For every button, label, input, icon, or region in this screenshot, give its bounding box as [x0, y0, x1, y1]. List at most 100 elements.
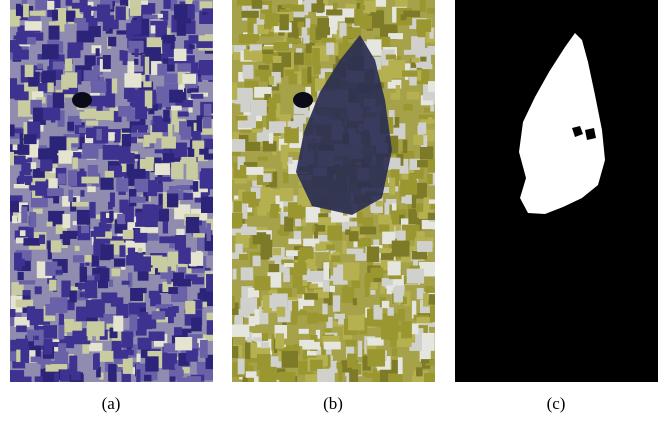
texture: [305, 374, 319, 390]
texture: [24, 134, 37, 144]
texture: [353, 298, 357, 305]
texture: [38, 83, 47, 91]
texture: [8, 201, 19, 213]
texture: [179, 121, 186, 135]
texture: [87, 186, 95, 192]
texture: [403, 140, 408, 153]
texture: [145, 91, 153, 109]
texture: [47, 188, 64, 196]
texture: [353, 241, 357, 247]
texture: [360, 227, 377, 235]
texture: [122, 281, 130, 285]
texture: [170, 370, 184, 377]
texture: [241, 227, 257, 235]
texture: [271, 204, 280, 212]
texture: [354, 9, 363, 26]
texture: [392, 241, 410, 257]
texture: [43, 339, 52, 355]
texture: [269, 264, 280, 272]
texture: [365, 287, 369, 297]
texture: [279, 372, 295, 385]
texture: [186, 349, 198, 362]
texture: [333, 295, 340, 311]
texture: [74, 18, 86, 24]
texture: [364, 0, 377, 12]
texture: [262, 50, 273, 54]
texture: [130, 0, 141, 16]
texture: [136, 369, 140, 383]
texture: [47, 83, 53, 93]
texture: [424, 373, 438, 386]
texture: [159, 236, 175, 243]
texture: [428, 213, 441, 221]
texture: [124, 73, 141, 87]
texture: [58, 41, 63, 53]
texture: [54, 352, 68, 366]
texture: [177, 279, 191, 287]
texture: [291, 124, 297, 129]
texture: [358, 341, 362, 357]
texture: [260, 234, 271, 244]
texture: [189, 35, 199, 43]
texture: [72, 202, 89, 207]
texture: [52, 10, 58, 21]
texture: [193, 233, 205, 237]
texture: [370, 290, 375, 295]
texture: [85, 280, 97, 298]
texture: [392, 203, 397, 210]
texture: [200, 1, 213, 9]
texture: [80, 292, 85, 297]
texture: [346, 340, 357, 347]
texture: [391, 93, 397, 100]
texture: [253, 337, 263, 341]
texture: [16, 339, 28, 350]
texture: [299, 247, 313, 259]
texture: [330, 286, 335, 292]
texture: [373, 368, 377, 379]
texture: [49, 26, 60, 40]
satellite-image-a: [6, 0, 225, 394]
texture: [143, 15, 158, 19]
texture: [42, 44, 59, 59]
texture: [114, 258, 125, 266]
texture: [246, 371, 257, 377]
texture: [114, 134, 121, 143]
texture: [388, 373, 403, 384]
texture: [80, 190, 84, 197]
texture: [302, 342, 320, 350]
texture: [123, 230, 134, 239]
texture: [108, 37, 116, 46]
texture: [348, 315, 364, 330]
texture: [53, 61, 65, 69]
texture: [80, 169, 85, 177]
texture: [77, 31, 95, 43]
texture: [394, 289, 403, 303]
texture: [53, 92, 64, 108]
texture: [200, 340, 208, 358]
texture: [49, 280, 57, 291]
texture: [429, 294, 436, 305]
texture: [262, 333, 268, 341]
texture: [420, 57, 426, 62]
texture: [43, 325, 57, 338]
texture: [18, 272, 24, 280]
texture: [416, 203, 423, 212]
texture: [420, 0, 426, 12]
texture: [168, 59, 175, 65]
texture: [169, 90, 183, 103]
texture: [412, 251, 427, 259]
texture: [65, 72, 77, 87]
texture: [430, 105, 434, 111]
texture: [427, 8, 437, 13]
texture: [323, 262, 329, 280]
texture: [109, 211, 113, 221]
texture: [378, 215, 392, 225]
texture: [174, 49, 187, 61]
texture: [299, 329, 309, 334]
texture: [203, 117, 212, 129]
texture: [127, 90, 143, 102]
texture: [25, 65, 34, 77]
texture: [417, 288, 424, 299]
texture: [58, 150, 71, 163]
texture: [294, 231, 301, 239]
